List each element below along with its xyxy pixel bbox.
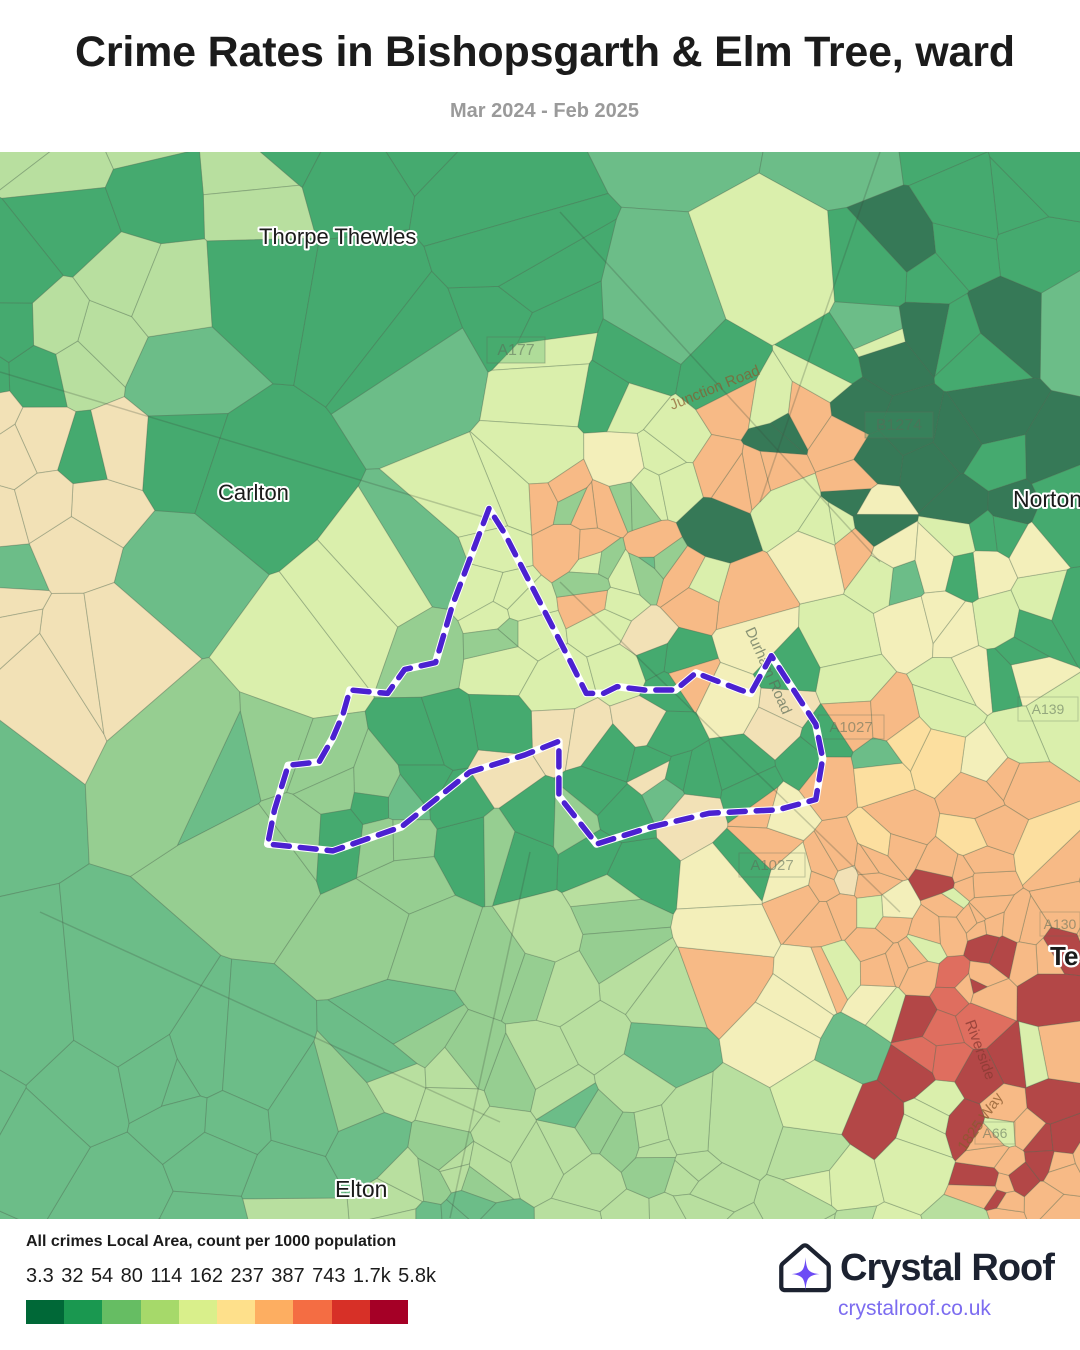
svg-text:Carlton: Carlton [218,480,289,505]
svg-text:B1274: B1274 [876,417,922,434]
svg-text:Norton: Norton [1013,486,1080,512]
svg-text:Te: Te [1050,941,1078,971]
svg-text:Elton: Elton [335,1176,387,1202]
svg-text:A1027: A1027 [829,719,872,736]
svg-text:Thorpe Thewles: Thorpe Thewles [259,224,416,249]
svg-text:A1027: A1027 [750,857,793,874]
svg-text:A177: A177 [497,342,534,359]
svg-text:A130: A130 [1044,916,1077,932]
svg-text:A139: A139 [1032,701,1065,717]
